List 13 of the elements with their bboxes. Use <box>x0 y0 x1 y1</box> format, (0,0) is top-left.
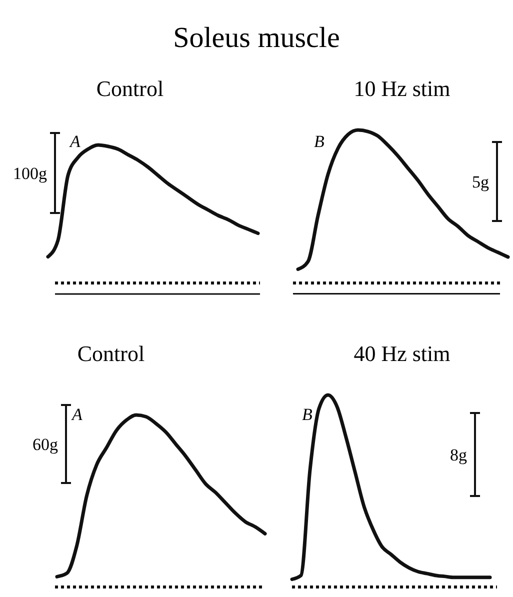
chart-title: 40 Hz stim <box>354 341 450 366</box>
text: 100g <box>13 164 48 183</box>
annotation: B <box>302 405 313 424</box>
annotation: A <box>69 132 81 151</box>
annotation: A <box>71 405 83 424</box>
annotation: 5g <box>472 172 490 192</box>
annotation: B <box>314 132 325 151</box>
annotation: 8g <box>450 446 468 464</box>
chart-title: Control <box>96 76 164 101</box>
chart-title: 10 Hz stim <box>354 76 450 101</box>
chart-title: Control <box>77 341 145 366</box>
text: Soleus muscle <box>173 22 340 54</box>
annotation: 60g <box>32 435 58 454</box>
